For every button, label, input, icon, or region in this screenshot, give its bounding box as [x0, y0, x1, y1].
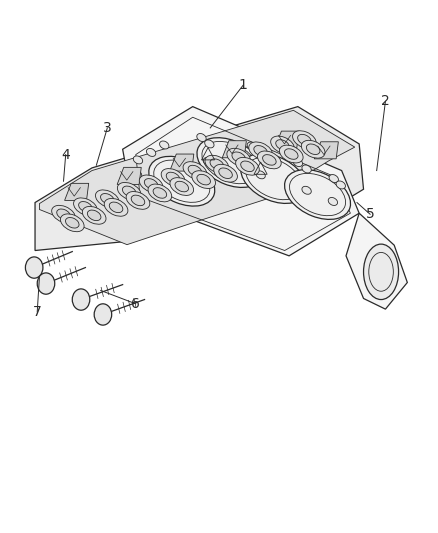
Ellipse shape — [329, 175, 339, 182]
Ellipse shape — [145, 179, 158, 189]
Ellipse shape — [153, 188, 166, 198]
Ellipse shape — [175, 181, 188, 192]
Ellipse shape — [249, 142, 272, 160]
Polygon shape — [64, 183, 88, 200]
Text: 1: 1 — [239, 78, 247, 92]
Ellipse shape — [241, 161, 254, 172]
Ellipse shape — [74, 198, 97, 216]
Ellipse shape — [254, 146, 267, 156]
Ellipse shape — [279, 145, 303, 163]
Ellipse shape — [117, 182, 141, 200]
Ellipse shape — [203, 158, 213, 165]
Polygon shape — [123, 107, 359, 256]
Circle shape — [72, 289, 90, 310]
Ellipse shape — [104, 198, 128, 216]
Ellipse shape — [60, 214, 84, 232]
Ellipse shape — [197, 134, 206, 141]
Ellipse shape — [52, 205, 75, 223]
Ellipse shape — [148, 184, 172, 202]
Ellipse shape — [123, 186, 136, 197]
Ellipse shape — [364, 244, 399, 300]
Ellipse shape — [139, 175, 163, 193]
Polygon shape — [223, 141, 246, 158]
Polygon shape — [35, 107, 364, 251]
Ellipse shape — [293, 159, 303, 166]
Ellipse shape — [146, 177, 156, 185]
Ellipse shape — [188, 165, 201, 176]
Polygon shape — [346, 213, 407, 309]
Circle shape — [37, 273, 55, 294]
Ellipse shape — [205, 140, 214, 148]
Ellipse shape — [276, 140, 289, 150]
Ellipse shape — [197, 138, 263, 188]
Ellipse shape — [328, 198, 338, 205]
Ellipse shape — [298, 134, 311, 145]
Ellipse shape — [197, 174, 210, 185]
Ellipse shape — [205, 155, 229, 173]
Ellipse shape — [95, 190, 119, 208]
Ellipse shape — [301, 140, 325, 158]
Text: 7: 7 — [33, 305, 42, 319]
Text: 2: 2 — [381, 94, 390, 108]
Ellipse shape — [110, 202, 123, 213]
Ellipse shape — [149, 156, 215, 206]
Ellipse shape — [271, 136, 294, 154]
Ellipse shape — [236, 157, 259, 175]
Ellipse shape — [302, 187, 311, 194]
Ellipse shape — [227, 148, 251, 166]
Ellipse shape — [132, 171, 142, 178]
Circle shape — [25, 257, 43, 278]
Ellipse shape — [285, 149, 298, 159]
Ellipse shape — [166, 172, 180, 183]
Ellipse shape — [247, 142, 257, 150]
Ellipse shape — [263, 155, 276, 165]
Polygon shape — [39, 110, 355, 245]
Polygon shape — [275, 131, 299, 148]
Ellipse shape — [210, 159, 223, 169]
Ellipse shape — [131, 195, 145, 206]
Text: 6: 6 — [131, 297, 140, 311]
Polygon shape — [314, 142, 338, 159]
Polygon shape — [117, 167, 141, 184]
Ellipse shape — [336, 181, 346, 189]
Ellipse shape — [133, 156, 143, 164]
Ellipse shape — [256, 148, 265, 156]
Ellipse shape — [88, 210, 101, 221]
Ellipse shape — [170, 177, 194, 196]
Ellipse shape — [241, 154, 307, 204]
Ellipse shape — [82, 206, 106, 224]
Circle shape — [94, 304, 112, 325]
Ellipse shape — [302, 165, 311, 173]
Ellipse shape — [307, 144, 320, 155]
Ellipse shape — [256, 171, 265, 179]
Ellipse shape — [214, 164, 237, 182]
Text: 3: 3 — [103, 121, 112, 135]
Ellipse shape — [192, 171, 215, 189]
Ellipse shape — [101, 193, 114, 204]
Ellipse shape — [258, 151, 281, 169]
Ellipse shape — [183, 161, 207, 180]
Ellipse shape — [232, 152, 245, 163]
Ellipse shape — [79, 201, 92, 212]
Ellipse shape — [146, 149, 156, 156]
Ellipse shape — [66, 217, 79, 228]
Text: 4: 4 — [61, 148, 70, 161]
Polygon shape — [170, 154, 194, 171]
Ellipse shape — [293, 131, 316, 149]
Ellipse shape — [161, 168, 185, 187]
Ellipse shape — [285, 169, 350, 220]
Ellipse shape — [159, 141, 169, 149]
Ellipse shape — [219, 168, 232, 179]
Ellipse shape — [126, 191, 150, 209]
Text: 5: 5 — [366, 207, 374, 221]
Ellipse shape — [57, 209, 70, 220]
